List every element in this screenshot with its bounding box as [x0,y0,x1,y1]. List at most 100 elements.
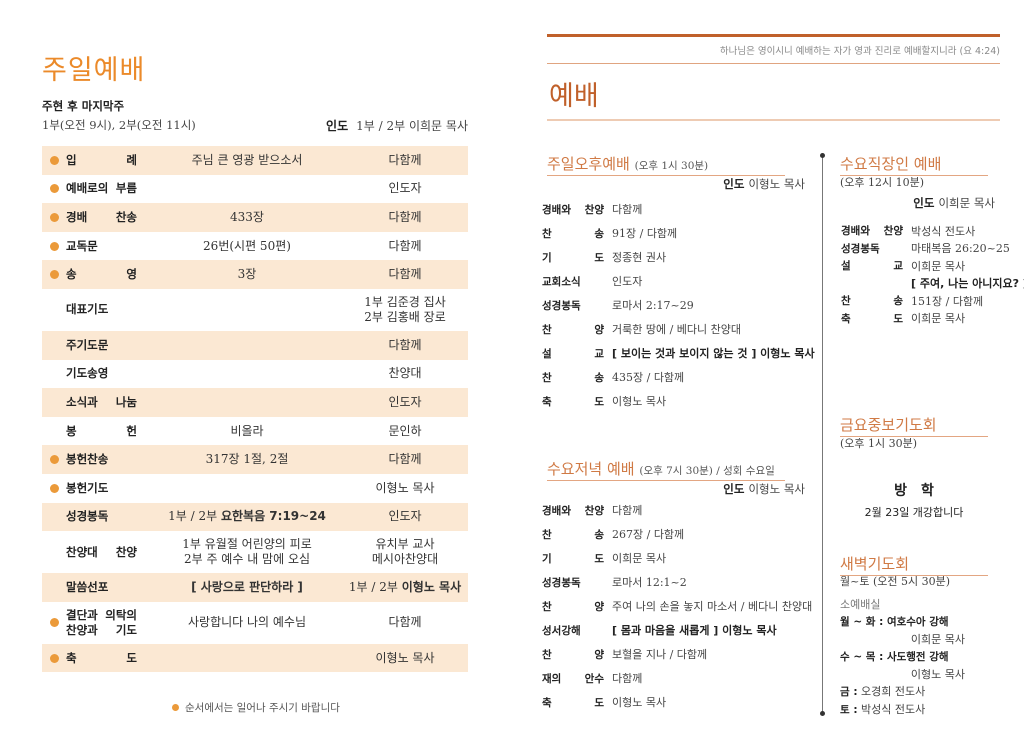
table-row: 결단과 의탁의 찬양과 기도 사랑합니다 나의 예수님 다함께 [42,602,468,644]
row-leader: 다함께 [347,239,463,254]
sunday-pm-order: 경배와 찬양 다함께 찬 송 91장 / 다함께 기 도 정종현 권사 교회소식 인도자 성경봉… [542,197,815,413]
label-text: 말씀선포 [66,579,109,594]
item-value: 인도자 [612,275,643,288]
table-row: 봉 헌 비올라 문인하 [42,417,468,446]
table-row: 말씀선포 [ 사랑으로 판단하라 ] 1부 / 2부 이형노 목사 [42,573,468,602]
list-item: 성경봉독 마태복음 26:20~25 [841,240,1024,258]
row-content: 사랑합니다 나의 예수님 [157,615,337,630]
schedule-speaker: 이희문 목사 [910,633,965,646]
item-value: 보혈을 지나 / 다함께 [612,648,708,661]
table-row: 경배 찬송 433장 다함께 [42,203,468,232]
list-item: 성서강해 [ 몸과 마음을 새롭게 ] 이형노 목사 [542,618,812,642]
leader-line: 인도자 [347,395,463,410]
bullet-icon [50,212,59,222]
item-value: 435장 / 다함께 [612,371,685,384]
content-text: 3장 [237,267,257,282]
item-label: 기 도 [542,251,604,264]
item-value: 다함께 [612,672,643,685]
item-value: 정종현 권사 [612,251,667,264]
leader-line: 1부 / 2부 이형노 목사 [347,580,463,595]
bullet-icon [50,455,59,465]
leader-line: 인도자 [347,509,463,524]
divider-dot [820,711,825,716]
item-value: 이형노 목사 [612,395,667,408]
leader-text: 1부 김준경 집사 [364,294,446,309]
dawn-schedule: 월 ~ 화 : 여호수아 강해 이희문 목사 수 ~ 목 : 사도행전 강해 이형노 … [840,613,965,719]
standing-note: 순서에서는 일어나 주시기 바랍니다 [172,700,340,715]
section-time: 월~토 (오전 5시 30분) [840,575,951,588]
row-label: 예배로의 부름 [66,181,137,196]
row-leader: 찬양대 [347,366,463,381]
table-row: 교독문 26번(시편 50편) 다함께 [42,232,468,261]
list-item: 찬 송 151장 / 다함께 [841,292,1024,310]
content-line: 433장 [157,210,337,225]
content-line: [ 사랑으로 판단하라 ] [157,580,337,595]
label-text: 결단과 의탁의 [66,607,137,622]
table-row: 송 영 3장 다함께 [42,260,468,289]
content-line: 1부 / 2부 요한복음 7:19~24 [157,509,337,524]
row-label: 주기도문 [66,338,137,353]
label-text: 봉 헌 [66,423,137,438]
leader-text: 문인하 [388,423,422,438]
row-label: 봉헌기도 [66,481,137,496]
leader-line: 찬양대 [347,366,463,381]
content-line: 1부 유월절 어린양의 피로 [157,537,337,552]
row-label: 소식과 나눔 [66,395,137,410]
section-title: 수요직장인 예배 [840,155,942,173]
label-text: 봉헌기도 [66,480,109,495]
row-content: [ 사랑으로 판단하라 ] [157,580,337,595]
table-row: 대표기도 1부 김준경 집사 2부 김홍배 장로 [42,289,468,331]
label-text: 입 례 [66,152,137,167]
row-label: 봉 헌 [66,424,137,439]
item-label: 재의 안수 [542,672,604,685]
item-label: 찬 양 [542,648,604,661]
list-item: 축 도 이희문 목사 [841,310,1024,328]
bullet-icon [50,155,59,165]
row-label: 경배 찬송 [66,210,137,225]
row-leader: 유치부 교사 메시아찬양대 [347,537,463,567]
leader-line: 다함께 [347,210,463,225]
scripture-quote: 하나님은 영이시니 예배하는 자가 영과 진리로 예배할지니라 (요 4:24) [719,46,1000,57]
leader-name: 이형노 목사 [748,177,805,191]
list-item: 경배와 찬양 박성식 전도사 [841,222,1024,240]
list-item: 설 교 이희문 목사 [841,257,1024,275]
leader-text: 찬양대 [388,366,422,381]
row-label: 찬양대 찬양 [66,545,137,560]
service-leader: 인도 1부 / 2부 이희문 목사 [326,117,468,134]
table-row: 주기도문 다함께 [42,330,468,360]
item-value: 주여 나의 손을 놓지 마소서 / 베다니 찬양대 [612,600,813,613]
list-item: 찬 송 91장 / 다함께 [542,221,815,245]
item-label: 성경봉독 [542,299,581,312]
table-row: 성경봉독 1부 / 2부 요한복음 7:19~24 인도자 [42,502,468,532]
table-row: 입 례 주님 큰 영광 받으소서 다함께 [42,146,468,175]
list-item: 기 도 정종현 권사 [542,245,815,269]
content-line: 26번(시편 50편) [157,239,337,254]
bullet-icon [50,184,59,194]
leader-name: 1부 / 2부 이희문 목사 [356,119,468,133]
content-text: 주님 큰 영광 받으소서 [191,152,303,167]
notice-text: 2월 23일 개강합니다 [864,506,964,519]
content-bold: 요한복음 7:19~24 [220,509,326,524]
list-item: 교회소식 인도자 [542,269,815,293]
schedule-line: 금 : 오경희 전도사 [840,683,965,701]
section-time: (오후 12시 10분) [840,176,925,189]
leader-line: 1부 김준경 집사 [347,295,463,310]
column-divider [822,156,823,713]
row-leader: 다함께 [347,210,463,225]
leader-label: 인도 [913,196,935,210]
item-value: 151장 / 다함께 [911,294,984,308]
section-title: 주일오후예배 [547,155,630,173]
item-label: 성경봉독 [841,242,880,255]
row-label: 교독문 [66,239,137,254]
label-text: 교독문 [66,238,98,253]
content-bold: [ 사랑으로 판단하라 ] [191,579,303,594]
list-item: 성경봉독 로마서 12:1~2 [542,570,812,594]
leader-text: 다함께 [388,267,422,282]
item-label: 찬 양 [542,600,604,613]
leader-line: 다함께 [347,338,463,353]
item-value: 이희문 목사 [612,552,667,565]
leader-text: 다함께 [388,209,422,224]
label-text: 예배로의 부름 [66,181,137,196]
divider [547,119,1000,121]
leader-line: 문인하 [347,424,463,439]
